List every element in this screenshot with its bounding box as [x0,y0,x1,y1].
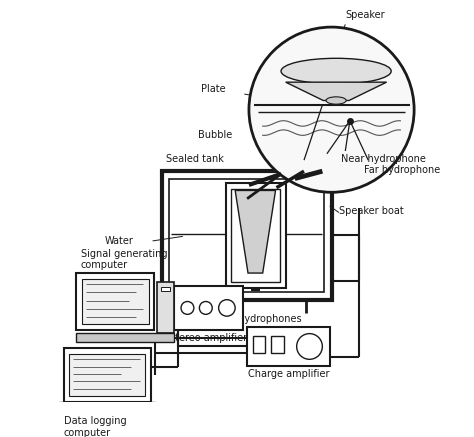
Bar [64,348,151,402]
Bar [169,179,324,292]
Text: Plate: Plate [201,83,226,94]
Polygon shape [235,191,275,273]
Bar [82,278,149,324]
Bar [162,171,331,300]
Bar [173,286,243,330]
Text: Sealed tank: Sealed tank [166,154,224,164]
Polygon shape [286,82,387,101]
Circle shape [181,302,194,314]
Circle shape [249,27,414,192]
Text: Stereo amplifier: Stereo amplifier [169,333,246,343]
Text: Signal generating
computer: Signal generating computer [81,249,167,271]
Bar [69,354,145,396]
Bar [247,327,330,366]
Text: Bubble: Bubble [199,130,233,140]
Text: Water: Water [105,236,134,246]
Text: Far hydrophone: Far hydrophone [364,165,440,175]
Text: Speaker boat: Speaker boat [339,206,404,215]
Text: Data logging
computer: Data logging computer [64,416,126,437]
Bar [161,287,170,291]
Text: Near hydrophone: Near hydrophone [341,154,426,164]
Bar [271,336,284,353]
Bar [59,402,155,413]
Text: Charge amplifier: Charge amplifier [247,368,329,378]
Bar [226,183,286,288]
Bar [76,273,155,330]
Bar [253,336,265,353]
Text: Speaker: Speaker [345,10,385,20]
Text: Hydrophones: Hydrophones [237,314,301,324]
Ellipse shape [326,97,346,104]
Circle shape [219,300,235,316]
Circle shape [200,302,212,314]
Circle shape [297,333,322,359]
Bar [157,282,173,333]
Bar [231,189,280,282]
Ellipse shape [281,58,391,84]
Bar [76,333,173,342]
